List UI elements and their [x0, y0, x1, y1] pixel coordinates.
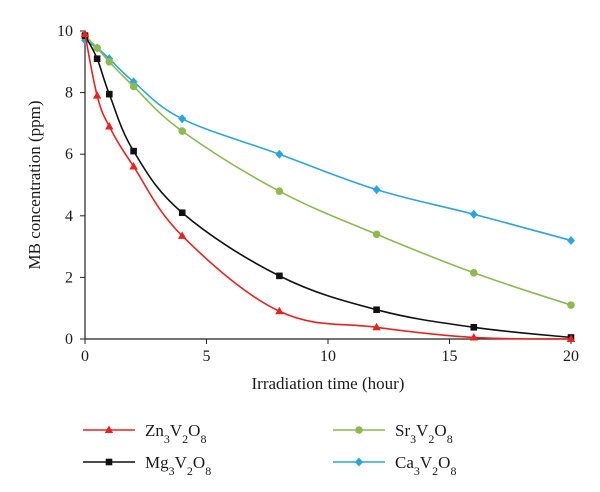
legend: Zn3V2O8 Mg3V2O8 Sr3V2O8 Ca3V2O8	[83, 421, 456, 478]
y-tick-label: 4	[65, 208, 73, 225]
legend-item-Zn3V2O8: Zn3V2O8	[83, 421, 206, 446]
data-point	[178, 231, 187, 239]
data-point	[130, 147, 137, 155]
series-line	[84, 39, 572, 242]
y-tick-label: 0	[65, 331, 73, 348]
legend-label: Ca3V2O8	[395, 453, 456, 478]
legend-marker	[355, 426, 363, 434]
series-Sr3V2O8	[81, 31, 575, 309]
legend-label: Zn3V2O8	[145, 421, 206, 446]
data-point	[93, 55, 101, 63]
series-Zn3V2O8	[80, 29, 576, 342]
data-point	[106, 90, 113, 98]
legend-marker	[104, 425, 114, 433]
data-point	[469, 332, 478, 341]
data-point	[373, 306, 380, 314]
data-point	[469, 209, 478, 219]
x-tick-label: 20	[563, 348, 579, 365]
y-tick-label: 10	[57, 23, 73, 40]
data-point	[275, 149, 284, 159]
data-point	[470, 323, 478, 331]
legend-item-Ca3V2O8: Ca3V2O8	[333, 453, 456, 478]
data-point	[275, 306, 284, 315]
legend-label: Mg3V2O8	[145, 453, 211, 478]
plot-area	[80, 29, 576, 342]
data-point	[470, 268, 478, 277]
series-line	[84, 33, 572, 340]
y-axis-label: MB concentration (ppm)	[25, 100, 44, 269]
data-point	[276, 272, 283, 280]
legend-item-Mg3V2O8: Mg3V2O8	[83, 453, 211, 478]
data-point	[105, 121, 114, 130]
legend-marker	[105, 458, 113, 466]
series-line	[84, 35, 572, 339]
y-tick-label: 8	[65, 85, 73, 102]
legend-label: Sr3V2O8	[395, 421, 453, 446]
x-tick-label: 10	[320, 348, 336, 365]
data-point	[105, 58, 114, 66]
y-tick-label: 2	[65, 269, 73, 286]
data-point	[275, 187, 284, 195]
data-point	[372, 230, 381, 239]
x-axis-label: Irradiation time (hour)	[252, 374, 405, 393]
data-point	[567, 235, 575, 245]
x-tick-label: 5	[203, 348, 211, 365]
data-point	[372, 322, 381, 331]
data-point	[129, 82, 138, 91]
data-point	[178, 127, 186, 135]
x-tick-label: 0	[81, 348, 89, 365]
data-point	[567, 301, 575, 309]
y-tick-label: 6	[65, 146, 73, 163]
data-point	[178, 209, 186, 217]
data-point	[372, 185, 381, 195]
data-point	[93, 44, 101, 52]
legend-marker	[355, 457, 363, 467]
data-point	[80, 29, 90, 38]
data-point	[566, 334, 576, 342]
legend-item-Sr3V2O8: Sr3V2O8	[333, 421, 453, 446]
series-line	[84, 35, 572, 306]
x-tick-label: 15	[442, 348, 458, 365]
data-point	[129, 162, 138, 170]
series-Mg3V2O8	[81, 32, 575, 341]
data-point	[92, 91, 102, 99]
axes: 0 5 10 15 20 0 2 4 6 8 10	[57, 23, 579, 365]
data-point	[178, 114, 187, 124]
